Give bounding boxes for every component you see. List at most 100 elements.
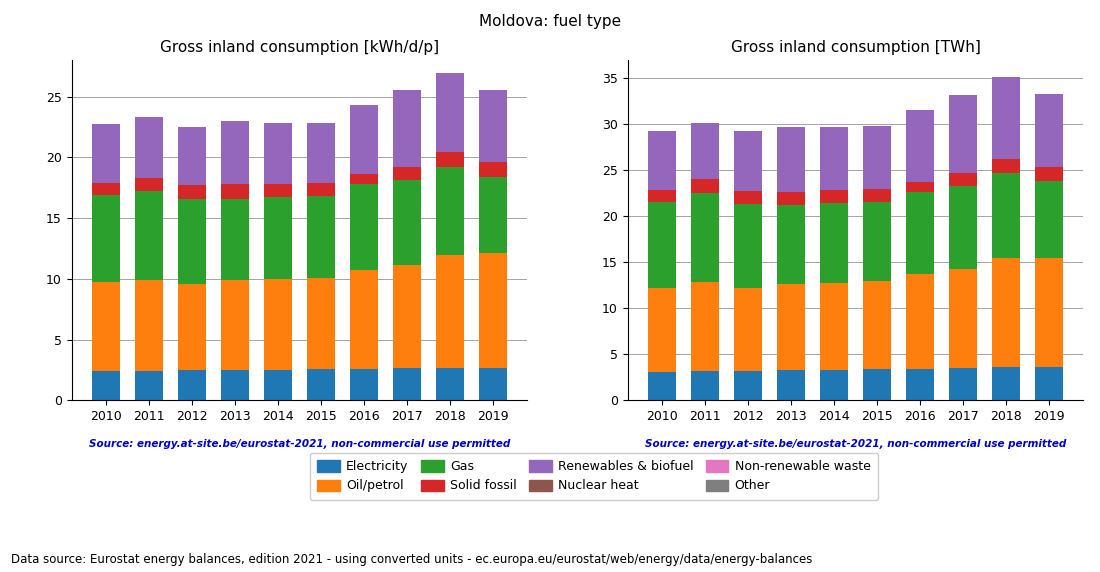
Bar — [992, 367, 1020, 400]
Bar — [648, 288, 676, 372]
Bar — [992, 160, 1020, 173]
Bar — [691, 371, 719, 400]
Bar — [1035, 167, 1063, 181]
Bar — [92, 371, 120, 400]
Bar — [393, 180, 420, 265]
Bar — [778, 284, 805, 370]
Bar — [307, 124, 334, 183]
Bar — [691, 122, 719, 178]
Bar — [478, 177, 507, 253]
Bar — [307, 277, 334, 369]
Bar — [1035, 367, 1063, 400]
Bar — [478, 90, 507, 162]
Bar — [992, 258, 1020, 367]
Bar — [478, 368, 507, 400]
Bar — [350, 271, 377, 369]
Bar — [821, 202, 848, 283]
Bar — [648, 131, 676, 190]
Bar — [436, 368, 464, 400]
Bar — [307, 369, 334, 400]
Bar — [307, 196, 334, 277]
Bar — [478, 162, 507, 177]
Bar — [949, 173, 977, 186]
Title: Gross inland consumption [TWh]: Gross inland consumption [TWh] — [730, 39, 980, 55]
Bar — [1035, 181, 1063, 258]
Bar — [864, 202, 891, 281]
Bar — [436, 152, 464, 167]
Bar — [735, 371, 762, 400]
Bar — [735, 131, 762, 190]
Bar — [864, 126, 891, 189]
Text: Source: energy.at-site.be/eurostat-2021, non-commercial use permitted: Source: energy.at-site.be/eurostat-2021,… — [645, 439, 1066, 449]
Bar — [949, 186, 977, 269]
Bar — [92, 283, 120, 371]
Bar — [264, 184, 292, 197]
Bar — [178, 370, 206, 400]
Bar — [864, 369, 891, 400]
Bar — [264, 197, 292, 279]
Bar — [264, 124, 292, 184]
Bar — [135, 371, 163, 400]
Bar — [178, 185, 206, 198]
Bar — [992, 77, 1020, 160]
Bar — [691, 178, 719, 193]
Bar — [307, 183, 334, 196]
Bar — [221, 280, 249, 370]
Bar — [135, 191, 163, 280]
Bar — [735, 204, 762, 288]
Bar — [778, 192, 805, 205]
Bar — [436, 73, 464, 153]
Bar — [436, 167, 464, 255]
Bar — [906, 369, 934, 400]
Bar — [949, 95, 977, 173]
Bar — [221, 184, 249, 198]
Title: Gross inland consumption [kWh/d/p]: Gross inland consumption [kWh/d/p] — [160, 39, 439, 55]
Bar — [1035, 258, 1063, 367]
Bar — [906, 110, 934, 182]
Bar — [648, 190, 676, 202]
Bar — [906, 275, 934, 369]
Bar — [393, 265, 420, 368]
Bar — [864, 189, 891, 202]
Bar — [393, 90, 420, 167]
Bar — [821, 283, 848, 370]
Bar — [221, 370, 249, 400]
Bar — [648, 202, 676, 288]
Bar — [221, 121, 249, 184]
Bar — [350, 174, 377, 184]
Bar — [135, 178, 163, 192]
Bar — [906, 182, 934, 192]
Bar — [178, 284, 206, 370]
Bar — [92, 183, 120, 195]
Bar — [949, 269, 977, 368]
Bar — [778, 205, 805, 284]
Bar — [949, 368, 977, 400]
Bar — [1035, 94, 1063, 167]
Bar — [906, 192, 934, 275]
Bar — [221, 198, 249, 280]
Bar — [864, 281, 891, 369]
Bar — [478, 253, 507, 368]
Bar — [691, 193, 719, 282]
Text: Moldova: fuel type: Moldova: fuel type — [478, 14, 622, 29]
Bar — [135, 117, 163, 178]
Bar — [821, 370, 848, 400]
Bar — [350, 105, 377, 174]
Text: Source: energy.at-site.be/eurostat-2021, non-commercial use permitted: Source: energy.at-site.be/eurostat-2021,… — [89, 439, 510, 449]
Bar — [92, 125, 120, 183]
Bar — [821, 127, 848, 190]
Bar — [821, 190, 848, 202]
Bar — [92, 195, 120, 283]
Bar — [735, 288, 762, 371]
Legend: Electricity, Oil/petrol, Gas, Solid fossil, Renewables & biofuel, Nuclear heat, : Electricity, Oil/petrol, Gas, Solid foss… — [310, 452, 878, 500]
Text: Data source: Eurostat energy balances, edition 2021 - using converted units - ec: Data source: Eurostat energy balances, e… — [11, 553, 813, 566]
Bar — [393, 167, 420, 180]
Bar — [178, 127, 206, 185]
Bar — [735, 190, 762, 204]
Bar — [992, 173, 1020, 258]
Bar — [691, 282, 719, 371]
Bar — [264, 370, 292, 400]
Bar — [778, 370, 805, 400]
Bar — [350, 369, 377, 400]
Bar — [264, 279, 292, 370]
